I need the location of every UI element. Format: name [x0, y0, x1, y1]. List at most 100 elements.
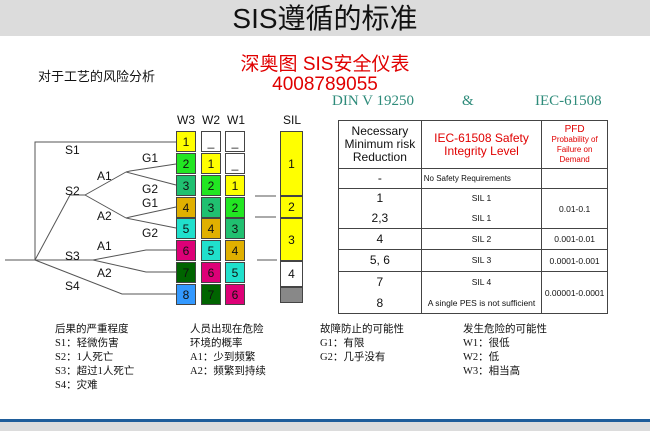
- tree-label: S3: [65, 249, 80, 263]
- sil-cell: 2: [280, 196, 303, 218]
- legend-line: W2：低: [463, 352, 500, 363]
- tree-label: G2: [142, 226, 159, 240]
- column-header: SIL: [282, 113, 301, 127]
- risk-cell-w1: _: [225, 153, 245, 174]
- tree-label: S4: [65, 279, 80, 293]
- risk-cell-w3: 4: [176, 197, 196, 218]
- standard-din: DIN V 19250: [332, 93, 414, 109]
- risk-cell-w2: 6: [201, 262, 221, 283]
- tree-label: G1: [142, 196, 159, 210]
- legend-line: 后果的严重程度: [55, 324, 129, 335]
- sil-value: A single PES is not sufficient: [427, 297, 536, 308]
- sil-value: SIL 4: [471, 277, 492, 287]
- sil-cell: 4: [280, 261, 303, 287]
- column-header: W1: [227, 113, 245, 127]
- risk-cell-w1: 6: [225, 284, 245, 305]
- risk-cell-w3: 8: [176, 284, 196, 305]
- legend-line: S4：灾难: [55, 380, 98, 391]
- legend-line: 故障防止的可能性: [320, 324, 404, 335]
- risk-reduction-value: 4: [376, 232, 384, 246]
- column-header: W3: [177, 113, 195, 127]
- risk-cell-w3: 3: [176, 175, 196, 196]
- tree-label: G1: [142, 151, 159, 165]
- table-row: 4 SIL 2 0.001-0.01: [338, 228, 608, 250]
- legend-line: 人员出现在危险: [190, 324, 264, 335]
- sil-cell: 1: [280, 131, 303, 196]
- legend-line: W1：很低: [463, 338, 510, 349]
- risk-cell-w1: 1: [225, 175, 245, 196]
- table-row: 7 8 SIL 4 A single PES is not sufficient 0.0…: [338, 271, 608, 314]
- standard-amp: &: [462, 93, 474, 109]
- risk-cell-w2: 3: [201, 197, 221, 218]
- sil-cell: 3: [280, 218, 303, 261]
- risk-cell-w3: 5: [176, 218, 196, 239]
- footer-divider: [0, 419, 650, 422]
- header-pfd-desc: Probability of Failure on Demand: [551, 134, 598, 164]
- legend-line: A1：少到频繁: [190, 352, 256, 363]
- risk-cell-w3: 2: [176, 153, 196, 174]
- legend-line: G2：几乎没有: [320, 352, 386, 363]
- legend-line: A2：频繁到持续: [190, 366, 266, 377]
- column-header: W2: [202, 113, 220, 127]
- legend-line: S2：1人死亡: [55, 352, 114, 363]
- risk-cell-w2: 4: [201, 218, 221, 239]
- risk-cell-w3: 1: [176, 131, 196, 152]
- risk-reduction-value: 5, 6: [369, 253, 390, 267]
- risk-graph-tree: [5, 141, 277, 295]
- legend-line: W3：相当高: [463, 366, 521, 377]
- sil-value: No Safety Requirements: [423, 174, 511, 183]
- risk-cell-w1: _: [225, 131, 245, 152]
- pfd-value: 0.001-0.01: [541, 228, 608, 250]
- tree-label: S2: [65, 184, 80, 198]
- brand-name: 深奥图 SIS安全仪表: [240, 54, 410, 75]
- risk-reduction-value: -: [377, 171, 382, 185]
- pfd-value: 0.01-0.1: [541, 188, 608, 229]
- pfd-value: 0.0001-0.001: [541, 249, 608, 272]
- subtitle: 对于工艺的风险分析: [38, 69, 156, 84]
- tree-label: G2: [142, 182, 159, 196]
- risk-cell-w1: 3: [225, 218, 245, 239]
- risk-cell-w2: _: [201, 131, 221, 152]
- risk-reduction-value: 2,3: [371, 210, 389, 225]
- legend-line: S3：超过1人死亡: [55, 366, 135, 377]
- risk-cell-w2: 5: [201, 240, 221, 261]
- risk-cell-w2: 1: [201, 153, 221, 174]
- table-row: - No Safety Requirements: [338, 168, 608, 189]
- header-pfd: PFD: [564, 123, 585, 135]
- tree-label: A2: [97, 209, 112, 223]
- sil-value: SIL 3: [471, 255, 492, 265]
- header-sil: IEC-61508 Safety Integrity Level: [420, 120, 543, 169]
- legend-line: 发生危险的可能性: [463, 324, 547, 335]
- standard-iec: IEC-61508: [535, 93, 602, 109]
- risk-cell-w1: 2: [225, 197, 245, 218]
- risk-cell-w3: 7: [176, 262, 196, 283]
- risk-cell-w3: 6: [176, 240, 196, 261]
- header-risk-reduction: Necessary Minimum risk Reduction: [338, 120, 422, 169]
- sil-value: SIL 1: [471, 212, 492, 223]
- brand-phone: 4008789055: [272, 74, 378, 95]
- risk-cell-w2: 2: [201, 175, 221, 196]
- table-row: 5, 6 SIL 3 0.0001-0.001: [338, 249, 608, 272]
- risk-reduction-value: 8: [376, 295, 384, 310]
- sil-cell: [280, 287, 303, 303]
- table-row: 1 2,3 SIL 1 SIL 1 0.01-0.1: [338, 188, 608, 229]
- tree-label: S1: [65, 143, 80, 157]
- legend-line: S1：轻微伤害: [55, 338, 119, 349]
- slide-title: SIS遵循的标准: [0, 0, 650, 36]
- risk-cell-w2: 7: [201, 284, 221, 305]
- footer-bar: [0, 422, 650, 431]
- sil-table: Necessary Minimum risk Reduction IEC-615…: [338, 120, 608, 314]
- tree-label: A1: [97, 239, 112, 253]
- pfd-value: [541, 168, 608, 189]
- pfd-value: 0.00001-0.0001: [541, 271, 608, 314]
- sil-value: SIL 1: [471, 193, 492, 203]
- tree-label: A1: [97, 169, 112, 183]
- risk-cell-w1: 5: [225, 262, 245, 283]
- risk-cell-w1: 4: [225, 240, 245, 261]
- tree-label: A2: [97, 266, 112, 280]
- legend-line: G1：有限: [320, 338, 365, 349]
- risk-reduction-value: 1: [376, 191, 384, 205]
- legend-line: 环境的概率: [190, 338, 243, 349]
- sil-value: SIL 2: [471, 234, 492, 244]
- risk-reduction-value: 7: [376, 275, 384, 289]
